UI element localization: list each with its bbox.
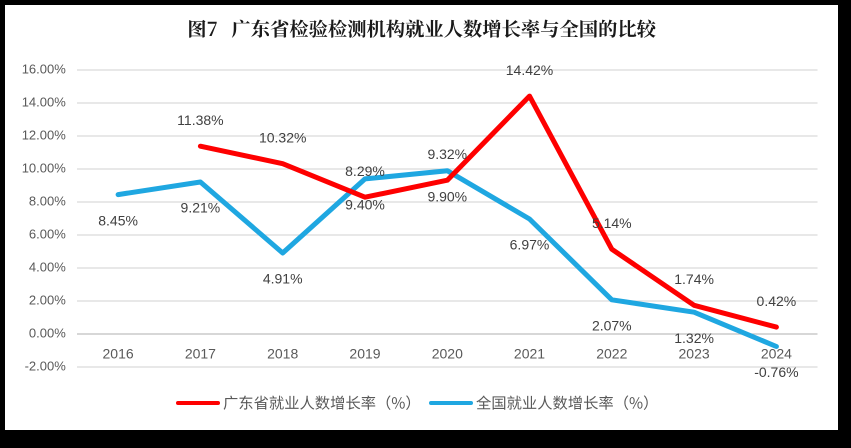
svg-text:2021: 2021 [514, 346, 545, 362]
svg-text:-2.00%: -2.00% [25, 358, 67, 373]
svg-text:1.74%: 1.74% [674, 271, 714, 287]
svg-text:2018: 2018 [267, 346, 298, 362]
svg-text:12.00%: 12.00% [22, 127, 67, 142]
svg-text:8.45%: 8.45% [98, 212, 138, 228]
svg-text:4.91%: 4.91% [263, 271, 303, 287]
svg-text:14.42%: 14.42% [506, 62, 553, 78]
svg-text:2.00%: 2.00% [29, 292, 66, 307]
svg-text:14.00%: 14.00% [22, 94, 67, 109]
svg-text:2020: 2020 [432, 346, 463, 362]
svg-text:9.90%: 9.90% [427, 188, 467, 204]
svg-text:4.00%: 4.00% [29, 259, 66, 274]
svg-text:10.32%: 10.32% [259, 129, 306, 145]
svg-text:2022: 2022 [596, 346, 627, 362]
svg-text:5.14%: 5.14% [592, 215, 632, 231]
svg-text:2017: 2017 [185, 346, 216, 362]
svg-text:9.21%: 9.21% [181, 200, 221, 216]
svg-text:2019: 2019 [349, 346, 380, 362]
svg-text:6.00%: 6.00% [29, 226, 66, 241]
svg-text:0.42%: 0.42% [757, 293, 797, 309]
svg-text:10.00%: 10.00% [22, 160, 67, 175]
svg-text:-0.76%: -0.76% [754, 364, 798, 380]
svg-text:6.97%: 6.97% [510, 237, 550, 253]
svg-text:0.00%: 0.00% [29, 325, 66, 340]
svg-text:2.07%: 2.07% [592, 318, 632, 334]
svg-text:8.29%: 8.29% [345, 163, 385, 179]
svg-text:16.00%: 16.00% [22, 61, 67, 76]
svg-text:2016: 2016 [103, 346, 134, 362]
svg-text:1.32%: 1.32% [674, 330, 714, 346]
svg-text:2023: 2023 [679, 346, 710, 362]
svg-text:2024: 2024 [761, 346, 792, 362]
svg-text:8.00%: 8.00% [29, 193, 66, 208]
svg-text:9.32%: 9.32% [427, 146, 467, 162]
svg-text:9.40%: 9.40% [345, 197, 385, 213]
svg-text:11.38%: 11.38% [177, 112, 223, 128]
